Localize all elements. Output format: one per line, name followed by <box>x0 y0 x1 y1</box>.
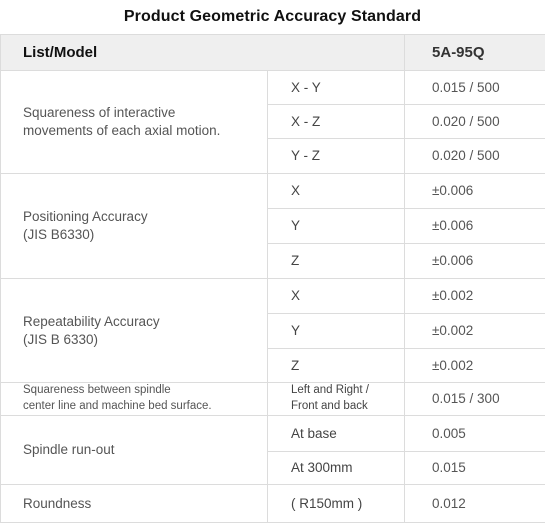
value-cell: ±0.006 <box>405 209 545 244</box>
value-cell: 0.015 / 300 <box>405 383 545 416</box>
list-model-header: List/Model <box>1 35 405 71</box>
value-cell: ±0.002 <box>405 279 545 314</box>
axis-line: Front and back <box>291 399 404 415</box>
accuracy-table: List/Model 5A-95Q Squareness of interact… <box>0 34 545 523</box>
axis-cell: Y <box>268 209 405 244</box>
group-label-positioning: Positioning Accuracy (JIS B6330) <box>1 174 268 279</box>
table-row: Squareness of interactive movements of e… <box>1 71 545 105</box>
axis-cell: Z <box>268 244 405 279</box>
value-cell: 0.020 / 500 <box>405 105 545 139</box>
group-label-repeatability: Repeatability Accuracy (JIS B 6330) <box>1 279 268 383</box>
value-cell: 0.015 <box>405 452 545 485</box>
axis-cell: X - Y <box>268 71 405 105</box>
group-label-squareness: Squareness of interactive movements of e… <box>1 71 268 174</box>
value-cell: ±0.002 <box>405 314 545 349</box>
axis-cell: Y <box>268 314 405 349</box>
group-label-runout: Spindle run-out <box>1 416 268 485</box>
group-label-line: center line and machine bed surface. <box>23 399 267 415</box>
axis-cell: Y - Z <box>268 139 405 174</box>
value-cell: 0.012 <box>405 485 545 523</box>
group-label-line: (JIS B 6330) <box>23 331 267 349</box>
table-row: Roundness ( R150mm ) 0.012 <box>1 485 545 523</box>
axis-cell: Z <box>268 349 405 383</box>
axis-cell: ( R150mm ) <box>268 485 405 523</box>
group-label-line: Squareness between spindle <box>23 383 267 399</box>
table-row: Repeatability Accuracy (JIS B 6330) X ±0… <box>1 279 545 314</box>
axis-cell: X - Z <box>268 105 405 139</box>
axis-cell: At 300mm <box>268 452 405 485</box>
value-cell: ±0.006 <box>405 174 545 209</box>
group-label-line: Positioning Accuracy <box>23 208 267 226</box>
value-cell: 0.015 / 500 <box>405 71 545 105</box>
group-label-roundness: Roundness <box>1 485 268 523</box>
table-row: Positioning Accuracy (JIS B6330) X ±0.00… <box>1 174 545 209</box>
table-header-row: List/Model 5A-95Q <box>1 35 545 71</box>
axis-cell: Left and Right / Front and back <box>268 383 405 416</box>
group-label-spindle-squareness: Squareness between spindle center line a… <box>1 383 268 416</box>
value-cell: 0.005 <box>405 416 545 452</box>
axis-cell: At base <box>268 416 405 452</box>
table-row: Squareness between spindle center line a… <box>1 383 545 416</box>
model-header: 5A-95Q <box>405 35 545 71</box>
page-title: Product Geometric Accuracy Standard <box>0 0 545 34</box>
value-cell: 0.020 / 500 <box>405 139 545 174</box>
axis-cell: X <box>268 174 405 209</box>
axis-line: Left and Right / <box>291 383 404 399</box>
axis-cell: X <box>268 279 405 314</box>
value-cell: ±0.006 <box>405 244 545 279</box>
table-row: Spindle run-out At base 0.005 <box>1 416 545 452</box>
group-label-line: (JIS B6330) <box>23 226 267 244</box>
group-label-line: Repeatability Accuracy <box>23 313 267 331</box>
value-cell: ±0.002 <box>405 349 545 383</box>
